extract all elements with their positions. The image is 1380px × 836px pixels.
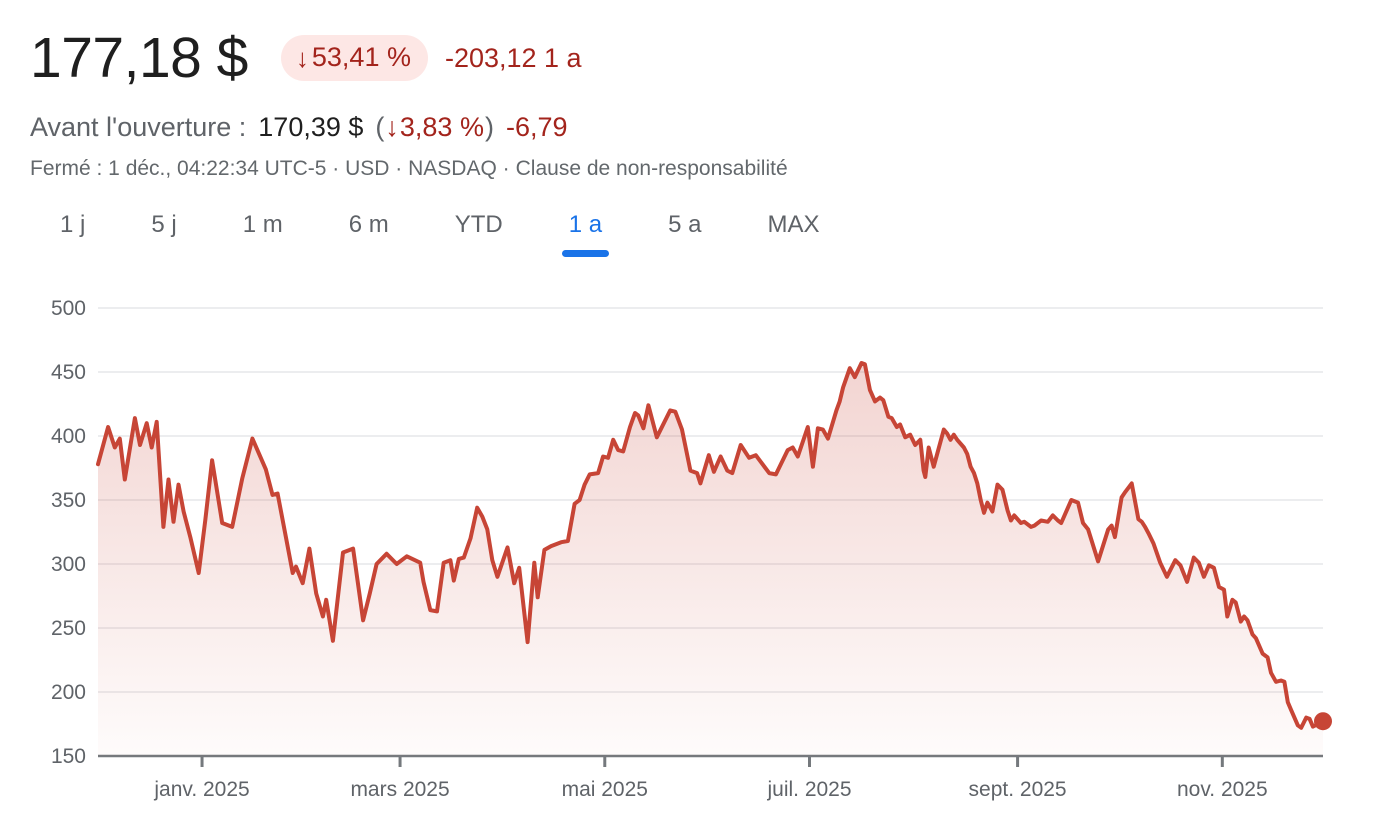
current-price: 177,18 $ xyxy=(30,26,248,90)
tab-1m[interactable]: 1 m xyxy=(242,211,283,238)
paren-close: ) xyxy=(484,112,494,142)
premarket-label: Avant l'ouverture : xyxy=(30,112,247,142)
last-price-dot xyxy=(1314,712,1332,731)
market-status-text: Fermé : 1 déc., 04:22:34 UTC-5 · USD · N… xyxy=(30,157,510,180)
svg-text:mai 2025: mai 2025 xyxy=(562,778,648,801)
svg-text:150: 150 xyxy=(51,745,86,768)
svg-text:350: 350 xyxy=(51,489,86,512)
time-range-tabs: 1 j 5 j 1 m 6 m YTD 1 a 5 a MAX xyxy=(60,211,820,257)
svg-text:mars 2025: mars 2025 xyxy=(350,778,449,801)
price-line xyxy=(96,361,1325,730)
svg-text:450: 450 xyxy=(51,361,86,384)
tab-5j[interactable]: 5 j xyxy=(151,211,177,238)
price-area-fill xyxy=(98,363,1323,756)
tab-ytd[interactable]: YTD xyxy=(454,211,503,238)
x-axis-labels: janv. 2025 mars 2025 mai 2025 juil. 2025 sep… xyxy=(153,756,1268,801)
change-percent-badge: ↓ 53,41 % xyxy=(280,35,428,82)
premarket-row: Avant l'ouverture : 170,39 $ ( ↓ 3,83 % … xyxy=(30,112,568,143)
change-percent-value: 53,41 % xyxy=(311,42,411,73)
tab-1a[interactable]: 1 a xyxy=(561,211,610,257)
premarket-change-pct: 3,83 % xyxy=(399,112,484,142)
paren-open: ( xyxy=(375,112,385,142)
premarket-change: ( ↓ 3,83 % ) xyxy=(375,112,494,143)
change-absolute: -203,12 1 a xyxy=(444,42,582,73)
premarket-price: 170,39 $ xyxy=(258,112,364,142)
svg-text:250: 250 xyxy=(51,617,86,640)
svg-text:200: 200 xyxy=(51,681,86,704)
svg-text:nov. 2025: nov. 2025 xyxy=(1177,778,1268,801)
disclaimer-link[interactable]: Clause de non-responsabilité xyxy=(515,157,788,180)
svg-text:300: 300 xyxy=(51,553,86,576)
tab-6m[interactable]: 6 m xyxy=(348,211,389,238)
quote-header: 177,18 $ ↓ 53,41 % -203,12 1 a xyxy=(30,27,582,90)
svg-text:janv. 2025: janv. 2025 xyxy=(153,778,249,801)
arrow-down-icon: ↓ xyxy=(385,112,399,142)
tab-max[interactable]: MAX xyxy=(767,211,820,238)
tab-5a[interactable]: 5 a xyxy=(668,211,702,238)
svg-text:sept. 2025: sept. 2025 xyxy=(969,778,1067,801)
svg-text:500: 500 xyxy=(51,297,86,320)
svg-text:juil. 2025: juil. 2025 xyxy=(766,778,851,801)
y-axis-labels: 150 200 250 300 350 400 450 500 xyxy=(51,297,86,768)
market-status-row: Fermé : 1 déc., 04:22:34 UTC-5 · USD · N… xyxy=(30,157,788,181)
premarket-change-abs: -6,79 xyxy=(505,112,568,142)
tab-1j[interactable]: 1 j xyxy=(60,211,86,238)
svg-text:400: 400 xyxy=(51,425,86,448)
arrow-down-icon: ↓ xyxy=(295,42,309,73)
